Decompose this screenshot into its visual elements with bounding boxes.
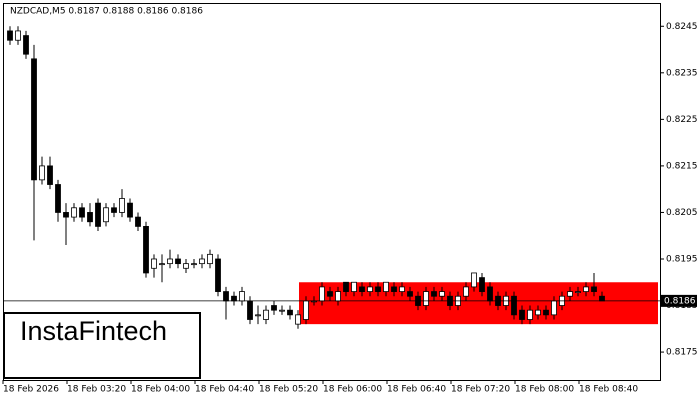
candle-body <box>551 300 557 316</box>
candle-body <box>375 286 381 292</box>
candle-body <box>79 207 85 218</box>
x-tick-label: 18 Feb 04:40 <box>195 385 254 395</box>
x-tick-label: 18 Feb 06:40 <box>387 385 446 395</box>
candle-body <box>599 295 605 302</box>
candle-body <box>95 202 101 227</box>
candle-body <box>215 258 221 292</box>
candle-body <box>279 309 285 312</box>
candle-body <box>71 207 77 218</box>
chart-title: NZDCAD,M5 0.8187 0.8188 0.8186 0.8186 <box>10 7 203 17</box>
y-tick-label: 0.8215 <box>666 161 698 171</box>
candle-body <box>15 30 21 41</box>
candle-body <box>271 305 277 311</box>
x-tick-label: 18 Feb 04:00 <box>131 385 190 395</box>
candle-body <box>119 198 125 213</box>
candle-body <box>87 212 93 223</box>
candle-body <box>359 286 365 292</box>
candle-body <box>239 291 245 302</box>
candle-body <box>303 300 309 320</box>
x-tick-label: 18 Feb 08:40 <box>579 385 638 395</box>
candle-body <box>175 258 181 265</box>
candle-body <box>335 291 341 302</box>
y-tick-label: 0.8205 <box>666 208 698 218</box>
x-tick-label: 18 Feb 08:00 <box>515 385 574 395</box>
x-tick-label: 18 Feb 03:20 <box>67 385 126 395</box>
candle-body <box>527 309 533 320</box>
candle-body <box>63 212 69 218</box>
y-tick-label: 0.8225 <box>666 115 698 125</box>
candle-body <box>463 286 469 297</box>
candle-body <box>407 291 413 297</box>
candle-body <box>439 291 445 297</box>
candle-body <box>135 216 141 227</box>
x-tick-label: 18 Feb 07:20 <box>451 385 510 395</box>
candle-body <box>151 258 157 269</box>
candle-body <box>55 184 61 213</box>
candle-body <box>247 300 253 320</box>
candle-body <box>143 226 149 274</box>
candle-body <box>191 263 197 266</box>
candle-body <box>567 291 573 297</box>
candle-body <box>511 295 517 316</box>
candle-body <box>431 291 437 297</box>
candle-body <box>103 207 109 223</box>
candle-body <box>223 291 229 302</box>
candle-body <box>39 165 45 181</box>
candle-body <box>487 286 493 302</box>
price-label: 0.8186 <box>664 296 696 306</box>
candle-body <box>471 272 477 288</box>
candle-body <box>535 309 541 316</box>
candle-body <box>111 207 117 213</box>
y-tick-label: 0.8195 <box>666 254 698 264</box>
candle-body <box>319 286 325 302</box>
candle-body <box>423 291 429 306</box>
candle-body <box>167 258 173 265</box>
candle-body <box>183 263 189 269</box>
candle-body <box>255 314 261 317</box>
candle-body <box>207 253 213 265</box>
candle-body <box>583 286 589 292</box>
candle-body <box>391 286 397 292</box>
candle-body <box>383 281 389 292</box>
y-tick-label: 0.8235 <box>666 68 698 78</box>
x-tick-label: 18 Feb 2026 <box>3 385 59 395</box>
candle-body <box>263 309 269 320</box>
y-tick-label: 0.8175 <box>666 348 698 358</box>
candle-body <box>543 309 549 316</box>
price-label-box <box>661 294 697 307</box>
candle-body <box>127 202 133 218</box>
candle-body <box>23 35 29 55</box>
candle-body <box>287 309 293 316</box>
candle-body <box>159 263 165 266</box>
candle-body <box>231 295 237 302</box>
candle-body <box>399 286 405 292</box>
logo-box <box>3 312 201 379</box>
candle-body <box>575 291 581 293</box>
pattern-zone <box>299 282 658 325</box>
logo: InstaFintech <box>20 316 167 346</box>
candle-body <box>295 314 301 325</box>
candle-body <box>199 258 205 265</box>
candle-body <box>343 281 349 292</box>
candle-body <box>31 58 37 181</box>
candle-body <box>479 277 485 292</box>
candle-body <box>351 281 357 292</box>
x-tick-label: 18 Feb 05:20 <box>259 385 318 395</box>
candle-body <box>47 165 53 185</box>
x-tick-label: 18 Feb 06:00 <box>323 385 382 395</box>
candle-body <box>367 286 373 292</box>
candle-body <box>327 291 333 297</box>
candle-body <box>591 286 597 292</box>
candle-body <box>7 30 13 41</box>
y-tick-label: 0.8245 <box>666 22 698 32</box>
candle-body <box>519 309 525 320</box>
